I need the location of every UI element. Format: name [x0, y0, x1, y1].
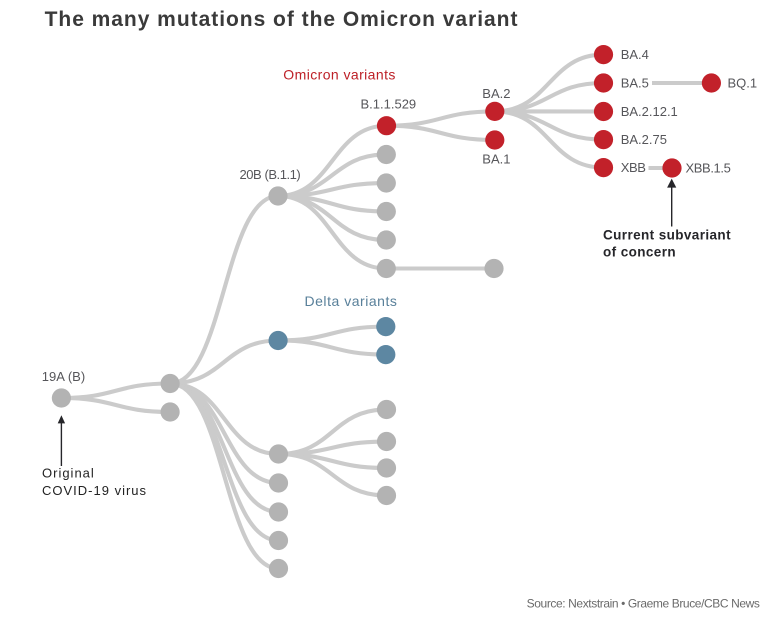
svg-text:XBB.1.5: XBB.1.5	[686, 161, 731, 176]
svg-text:COVID-19 virus: COVID-19 virus	[42, 483, 147, 498]
svg-text:of concern: of concern	[603, 245, 676, 260]
svg-text:20B (B.1.1): 20B (B.1.1)	[240, 167, 301, 182]
svg-text:The many mutations of the Omic: The many mutations of the Omicron varian…	[45, 8, 519, 31]
svg-text:19A (B): 19A (B)	[42, 369, 85, 384]
svg-text:BA.2: BA.2	[482, 86, 510, 101]
svg-text:BA.2.12.1: BA.2.12.1	[621, 104, 678, 119]
svg-text:BQ.1: BQ.1	[728, 76, 758, 91]
svg-text:Delta variants: Delta variants	[305, 293, 398, 309]
svg-text:BA.2.75: BA.2.75	[621, 132, 667, 147]
svg-text:BA.1: BA.1	[482, 152, 510, 167]
svg-text:Source: Nextstrain • Graeme Br: Source: Nextstrain • Graeme Bruce/CBC Ne…	[527, 597, 760, 611]
svg-text:XBB: XBB	[621, 160, 646, 175]
svg-text:Omicron variants: Omicron variants	[283, 67, 396, 83]
svg-text:BA.5: BA.5	[621, 76, 649, 91]
svg-text:B.1.1.529: B.1.1.529	[361, 97, 417, 112]
svg-text:BA.4: BA.4	[621, 47, 649, 62]
svg-text:Current subvariant: Current subvariant	[603, 228, 731, 243]
svg-text:Original: Original	[42, 466, 95, 481]
